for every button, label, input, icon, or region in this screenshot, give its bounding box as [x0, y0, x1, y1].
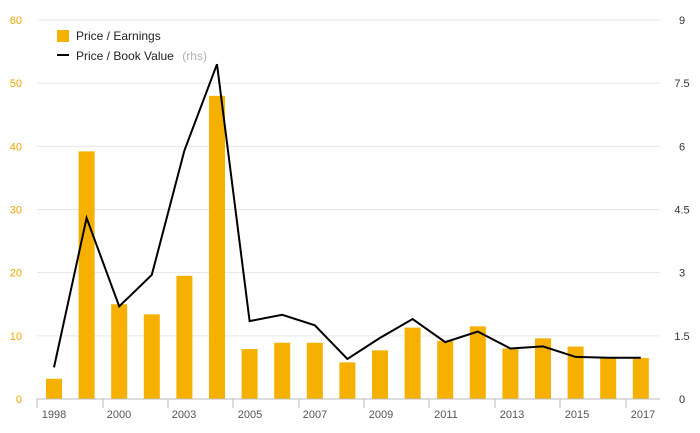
x-tick-label: 2005	[238, 409, 262, 421]
bar-price-earnings	[111, 304, 128, 399]
bar-price-earnings	[143, 314, 160, 399]
bar-price-earnings	[469, 326, 486, 399]
bar-price-earnings	[502, 348, 519, 399]
legend-label-price-earnings: Price / Earnings	[76, 29, 161, 43]
left-tick-label: 10	[10, 331, 22, 343]
bar-price-earnings	[306, 342, 323, 399]
bar-price-earnings	[339, 362, 356, 399]
bar-price-earnings	[600, 358, 617, 399]
x-tick-label: 2009	[369, 409, 393, 421]
bar-price-earnings	[78, 151, 95, 399]
line-price-book-value	[53, 63, 641, 368]
bar-price-earnings	[404, 327, 421, 399]
left-axis: 0 10 20 30 40 50 60	[10, 15, 22, 406]
x-tick-label: 2011	[434, 409, 458, 421]
x-tick-label: 2000	[107, 409, 131, 421]
bar-price-earnings	[632, 357, 649, 399]
right-axis: 0 1.5 3 4.5 6 7.5 9	[674, 15, 689, 406]
left-tick-label: 60	[10, 15, 22, 27]
bar-price-earnings	[535, 338, 551, 399]
bar-price-earnings	[209, 95, 225, 400]
x-tick-label: 2017	[631, 409, 655, 421]
x-tick-label: 1998	[42, 409, 66, 421]
line-series	[53, 63, 641, 368]
x-tick-label: 2003	[172, 409, 196, 421]
x-axis: 1998 2000 2003 2005 2007 2009 2011 2013 2015 2017	[36, 398, 660, 421]
right-tick-label: 7.5	[674, 78, 689, 90]
x-tick-label: 2015	[565, 409, 589, 421]
bar-price-earnings	[372, 350, 388, 399]
left-tick-label: 0	[16, 394, 22, 406]
bar-price-earnings	[176, 275, 193, 399]
right-tick-label: 9	[679, 15, 685, 27]
bar-price-earnings	[241, 349, 258, 399]
legend-label-price-book: Price / Book Value (rhs)	[76, 47, 207, 64]
right-tick-label: 3	[679, 268, 685, 280]
bar-price-earnings	[274, 342, 291, 399]
left-tick-label: 50	[10, 78, 22, 90]
legend: Price / Earnings Price / Book Value (rhs…	[57, 29, 207, 64]
right-tick-label: 4.5	[674, 205, 689, 217]
legend-swatch-price-earnings	[57, 30, 69, 42]
left-tick-label: 30	[10, 205, 22, 217]
right-tick-label: 6	[679, 141, 685, 153]
right-tick-label: 0	[679, 394, 685, 406]
bar-price-earnings	[437, 340, 454, 399]
left-tick-label: 20	[10, 268, 22, 280]
x-tick-label: 2013	[500, 409, 524, 421]
legend-label-rhs-note: (rhs)	[182, 49, 207, 63]
bar-series	[46, 95, 649, 400]
grid-lines	[37, 19, 660, 337]
legend-label-price-book-name: Price / Book Value	[76, 49, 174, 63]
x-tick-label: 2007	[303, 409, 327, 421]
bar-price-earnings	[567, 346, 584, 399]
left-tick-label: 40	[10, 141, 22, 153]
bar-price-earnings	[46, 378, 62, 399]
right-tick-label: 1.5	[674, 331, 689, 343]
